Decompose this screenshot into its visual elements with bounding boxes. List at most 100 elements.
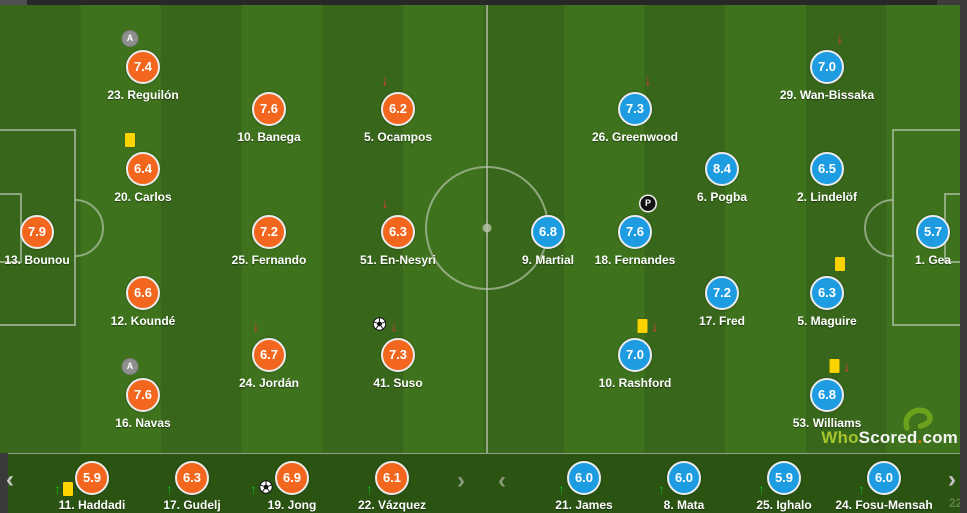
player-rating-badge[interactable]: 6.2 bbox=[381, 92, 415, 126]
player-name-label: 20. Carlos bbox=[114, 190, 172, 204]
player-name-label: 25. Fernando bbox=[231, 253, 307, 267]
player-name-label: 29. Wan-Bissaka bbox=[779, 88, 875, 102]
player-gea: 5.7 1. Gea bbox=[873, 215, 967, 267]
player-status-icons: ↑ bbox=[166, 481, 173, 497]
player-status-icons: ↓ bbox=[253, 317, 260, 335]
player-rating-badge[interactable]: 7.2 bbox=[705, 276, 739, 310]
penalty-icon: P bbox=[640, 195, 656, 211]
player-rating-badge[interactable]: 7.6 bbox=[618, 215, 652, 249]
player-name-label: 22. Vázquez bbox=[357, 498, 427, 512]
player-haddadi: ↑ 5.9 11. Haddadi bbox=[22, 461, 162, 512]
player-rating-badge[interactable]: 7.3 bbox=[381, 338, 415, 372]
player-status-icons: ↑ bbox=[658, 481, 665, 497]
player-status-icons: P bbox=[640, 194, 656, 212]
left-edge-strip bbox=[0, 453, 8, 513]
player-kound: 6.6 12. Koundé bbox=[83, 276, 203, 328]
player-rating-badge[interactable]: 6.5 bbox=[810, 152, 844, 186]
player-name-label: 6. Pogba bbox=[696, 190, 747, 204]
player-rating-badge[interactable]: 6.3 bbox=[381, 215, 415, 249]
player-name-label: 24. Fosu-Mensah bbox=[835, 498, 933, 512]
player-status-icons bbox=[835, 255, 845, 273]
top-bar-notch-right bbox=[937, 0, 967, 5]
player-rating-badge[interactable]: 6.3 bbox=[175, 461, 209, 495]
player-rating-badge[interactable]: 6.0 bbox=[667, 461, 701, 495]
home-subs-next-button[interactable]: › bbox=[457, 467, 465, 494]
player-rating-badge[interactable]: 5.9 bbox=[767, 461, 801, 495]
player-banega: 7.6 10. Banega bbox=[209, 92, 329, 144]
player-rating-badge[interactable]: 7.6 bbox=[126, 378, 160, 412]
assist-icon: A bbox=[121, 357, 139, 375]
player-bounou: 7.9 13. Bounou bbox=[0, 215, 97, 267]
away-subs-prev-button[interactable]: ‹ bbox=[498, 467, 506, 494]
player-rating-badge[interactable]: 6.0 bbox=[867, 461, 901, 495]
player-rating-badge[interactable]: 8.4 bbox=[705, 152, 739, 186]
player-status-icons: ↓ bbox=[829, 357, 851, 375]
player-status-icons: A bbox=[121, 357, 139, 375]
away-subs-next-button[interactable]: › bbox=[948, 466, 956, 493]
player-name-label: 25. Ighalo bbox=[756, 498, 812, 512]
sub-on-icon: ↑ bbox=[250, 481, 257, 497]
home-subs-prev-button[interactable]: ‹ bbox=[6, 466, 14, 493]
player-v-zquez: ↑ 6.1 22. Vázquez bbox=[322, 461, 462, 512]
sub-on-icon: ↑ bbox=[54, 481, 61, 497]
player-en-nesyri: ↓ 6.3 51. En-Nesyri bbox=[338, 196, 458, 267]
sub-off-icon: ↓ bbox=[252, 318, 260, 334]
player-name-label: 26. Greenwood bbox=[591, 130, 679, 144]
player-rating-badge[interactable]: 7.3 bbox=[618, 92, 652, 126]
player-rating-badge[interactable]: 7.0 bbox=[618, 338, 652, 372]
sub-off-icon: ↓ bbox=[390, 318, 398, 334]
player-name-label: 5. Maguire bbox=[797, 314, 857, 328]
player-rating-badge[interactable]: 7.4 bbox=[126, 50, 160, 84]
player-pogba: 8.4 6. Pogba bbox=[662, 152, 782, 204]
player-rating-badge[interactable]: 6.3 bbox=[810, 276, 844, 310]
player-rating-badge[interactable]: 5.9 bbox=[75, 461, 109, 495]
player-status-icons: ↓ bbox=[382, 194, 389, 212]
player-name-label: 24. Jordán bbox=[238, 376, 300, 390]
player-rating-badge[interactable]: 6.6 bbox=[126, 276, 160, 310]
player-lindel-f: 6.5 2. Lindelöf bbox=[767, 152, 887, 204]
player-rating-badge[interactable]: 6.0 bbox=[567, 461, 601, 495]
player-rating-badge[interactable]: 7.9 bbox=[20, 215, 54, 249]
player-martial: 6.8 9. Martial bbox=[488, 215, 608, 267]
player-name-label: 53. Williams bbox=[792, 416, 862, 430]
player-james: ↑ 6.0 21. James bbox=[514, 461, 654, 512]
pitch: A 7.4 23. Reguilón 7.6 10. Banega ↓ 6.2 5. Ocam… bbox=[0, 5, 967, 453]
player-name-label: 13. Bounou bbox=[4, 253, 70, 267]
sub-on-icon: ↑ bbox=[558, 481, 565, 497]
player-rating-badge[interactable]: 7.0 bbox=[810, 50, 844, 84]
player-name-label: 11. Haddadi bbox=[58, 498, 126, 512]
player-name-label: 8. Mata bbox=[663, 498, 705, 512]
whoscored-logo[interactable]: WhoScored.com bbox=[821, 407, 958, 448]
player-fred: 7.2 17. Fred bbox=[662, 276, 782, 328]
player-name-label: 2. Lindelöf bbox=[797, 190, 857, 204]
player-rating-badge[interactable]: 6.7 bbox=[252, 338, 286, 372]
player-rating-badge[interactable]: 5.7 bbox=[916, 215, 950, 249]
sub-on-icon: ↑ bbox=[658, 481, 665, 497]
player-name-label: 5. Ocampos bbox=[363, 130, 433, 144]
player-status-icons: ↓ bbox=[637, 317, 659, 335]
player-rating-badge[interactable]: 7.2 bbox=[252, 215, 286, 249]
player-maguire: 6.3 5. Maguire bbox=[767, 257, 887, 328]
player-status-icons: ↑ bbox=[558, 481, 565, 497]
player-name-label: 12. Koundé bbox=[110, 314, 176, 328]
player-name-label: 41. Suso bbox=[373, 376, 423, 390]
player-rating-badge[interactable]: 6.1 bbox=[375, 461, 409, 495]
player-navas: A 7.6 16. Navas bbox=[83, 357, 203, 430]
player-status-icons: ↓ bbox=[372, 316, 398, 335]
yellow-card-icon bbox=[637, 319, 648, 333]
player-ighalo: ↑ 5.9 25. Ighalo bbox=[714, 461, 854, 512]
player-rating-badge[interactable]: 6.4 bbox=[126, 152, 160, 186]
player-rating-badge[interactable]: 7.6 bbox=[252, 92, 286, 126]
player-rating-badge[interactable]: 6.9 bbox=[275, 461, 309, 495]
player-suso: ↓ 7.3 41. Suso bbox=[338, 316, 458, 390]
player-jong: ↑ 6.9 19. Jong bbox=[222, 461, 362, 512]
sub-on-icon: ↑ bbox=[858, 481, 865, 497]
goal-icon bbox=[259, 479, 273, 499]
player-status-icons: ↓ bbox=[837, 29, 844, 47]
player-rating-badge[interactable]: 6.8 bbox=[531, 215, 565, 249]
sub-on-icon: ↑ bbox=[166, 481, 173, 497]
yellow-card-icon bbox=[63, 482, 73, 496]
player-name-label: 21. James bbox=[555, 498, 613, 512]
player-rating-badge[interactable]: 6.8 bbox=[810, 378, 844, 412]
